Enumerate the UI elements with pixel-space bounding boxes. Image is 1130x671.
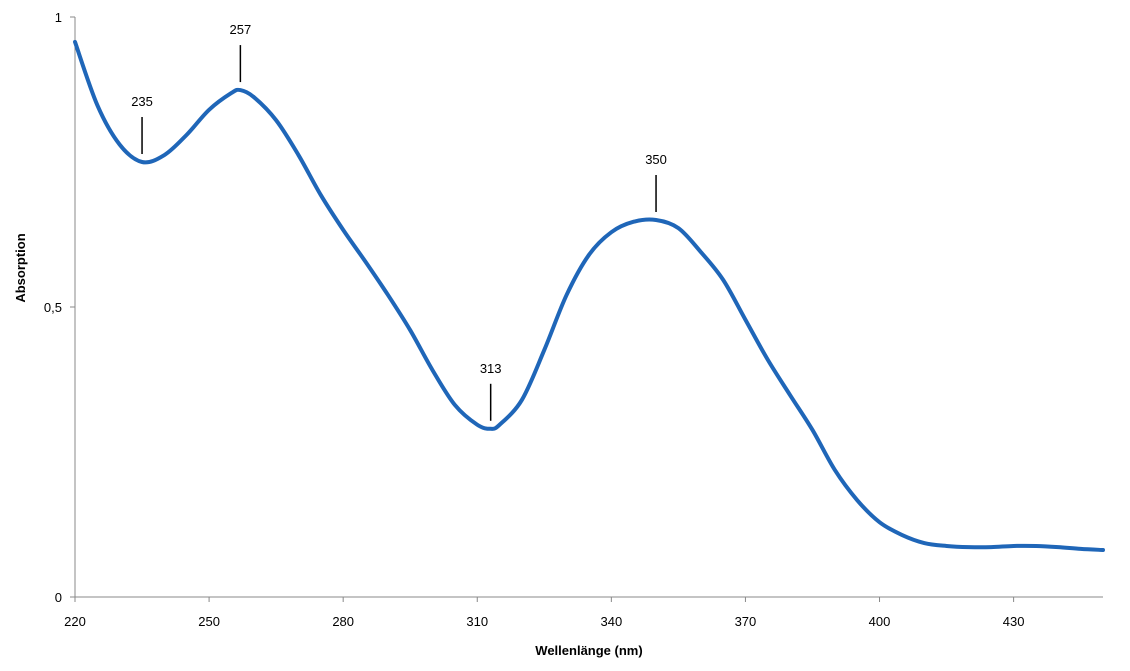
x-tick-label: 310 <box>466 614 488 629</box>
x-tick-label: 250 <box>198 614 220 629</box>
y-axis-title: Absorption <box>13 233 28 302</box>
y-tick-label: 0 <box>55 590 62 605</box>
x-tick-label: 400 <box>869 614 891 629</box>
x-tick-label: 340 <box>600 614 622 629</box>
y-tick-label: 0,5 <box>44 300 62 315</box>
x-tick-label: 280 <box>332 614 354 629</box>
annotation-label: 235 <box>131 94 153 109</box>
x-tick-label: 370 <box>735 614 757 629</box>
series-line-absorption <box>73 39 1105 553</box>
x-axis-title: Wellenlänge (nm) <box>535 643 642 658</box>
annotation-label: 313 <box>480 361 502 376</box>
x-tick-label: 430 <box>1003 614 1025 629</box>
annotation-label: 257 <box>230 22 252 37</box>
x-tick-label: 220 <box>64 614 86 629</box>
annotation-label: 350 <box>645 152 667 167</box>
y-tick-label: 1 <box>55 10 62 25</box>
